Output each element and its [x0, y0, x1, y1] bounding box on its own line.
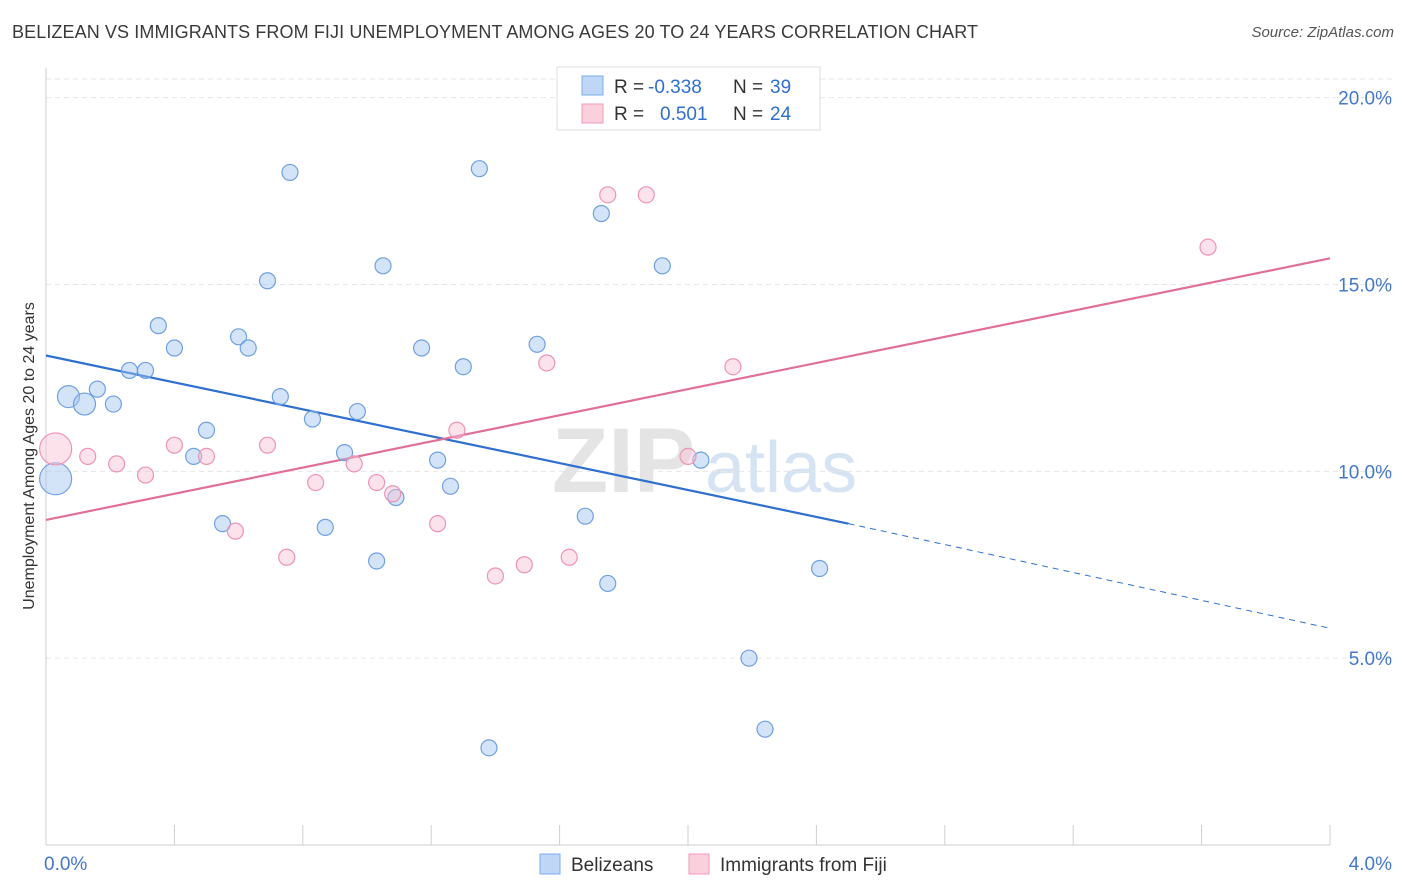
- point-fiji: [197, 447, 216, 465]
- point-belizeans: [441, 477, 460, 495]
- point-belizeans: [412, 339, 431, 357]
- point-belizeans: [258, 272, 277, 290]
- point-belizeans: [120, 361, 139, 380]
- point-fiji: [637, 186, 655, 204]
- series-legend: Belizeans Immigrants from Fiji: [539, 853, 887, 876]
- point-fiji: [429, 515, 447, 533]
- series-legend-swatch-fiji: [688, 853, 710, 875]
- point-belizeans: [692, 451, 710, 469]
- point-fiji: [307, 473, 325, 492]
- point-fiji: [1199, 238, 1217, 256]
- source-label: Source: ZipAtlas.com: [1251, 24, 1394, 41]
- point-belizeans: [454, 358, 472, 376]
- point-belizeans: [528, 335, 546, 353]
- legend-swatch-belizeans: [581, 75, 604, 96]
- point-fiji: [226, 522, 244, 540]
- point-belizeans: [72, 392, 97, 416]
- point-belizeans: [480, 739, 498, 757]
- point-fiji: [136, 466, 155, 484]
- series-legend-swatch-belizeans: [539, 853, 561, 875]
- watermark-zip: ZIP: [552, 410, 695, 512]
- point-belizeans: [281, 163, 299, 182]
- legend-swatch-fiji: [581, 103, 604, 124]
- x-tick-label-max: 4.0%: [1349, 854, 1392, 875]
- point-belizeans: [185, 447, 203, 465]
- point-belizeans: [165, 339, 183, 357]
- point-belizeans: [348, 402, 366, 421]
- point-fiji: [108, 455, 126, 473]
- point-belizeans: [271, 388, 289, 406]
- point-belizeans: [136, 361, 155, 380]
- point-fiji: [368, 473, 386, 492]
- point-belizeans: [740, 649, 758, 667]
- legend-r-label-1: R =: [614, 77, 644, 98]
- point-fiji: [448, 421, 466, 439]
- x-tick-label-min: 0.0%: [44, 854, 87, 875]
- point-belizeans: [756, 720, 774, 738]
- legend-n-label-1: N =: [733, 77, 763, 98]
- point-belizeans: [653, 257, 671, 275]
- point-belizeans: [39, 462, 73, 496]
- series-legend-label-fiji: Immigrants from Fiji: [720, 855, 887, 876]
- trendline-belizeans: [45, 354, 849, 525]
- point-fiji: [258, 436, 277, 454]
- chart-title: BELIZEAN VS IMMIGRANTS FROM FIJI UNEMPLO…: [12, 22, 979, 42]
- point-fiji: [538, 354, 556, 372]
- point-belizeans: [239, 339, 257, 357]
- point-belizeans: [811, 559, 829, 578]
- point-fiji: [515, 556, 533, 574]
- point-fiji: [724, 358, 742, 376]
- point-fiji: [165, 436, 183, 454]
- legend-n-value-1: 39: [770, 77, 791, 98]
- point-belizeans: [316, 518, 334, 536]
- point-fiji: [384, 485, 402, 503]
- legend-r-value-2: 0.501: [660, 104, 708, 125]
- data-points: [39, 160, 1217, 757]
- legend-n-value-2: 24: [770, 104, 792, 125]
- y-axis-label: Unemployment Among Ages 20 to 24 years: [21, 302, 38, 610]
- watermark-atlas: atlas: [705, 428, 857, 508]
- tick-labels: 5.0% 10.0% 15.0% 20.0% 0.0% 4.0%: [44, 89, 1392, 875]
- point-belizeans: [104, 395, 123, 413]
- point-fiji: [486, 567, 504, 585]
- point-belizeans: [303, 410, 322, 428]
- point-belizeans: [470, 160, 488, 178]
- point-fiji: [278, 548, 296, 566]
- point-belizeans: [368, 552, 386, 570]
- trendline-fiji: [45, 257, 1331, 521]
- y-tick-label: 10.0%: [1338, 462, 1392, 483]
- point-belizeans: [149, 317, 167, 335]
- gridlines: [46, 78, 1392, 659]
- point-belizeans: [335, 444, 354, 462]
- point-belizeans: [599, 574, 617, 593]
- point-fiji: [345, 455, 363, 473]
- series-legend-label-belizeans: Belizeans: [571, 855, 653, 876]
- legend-r-value-1: -0.338: [648, 77, 702, 98]
- y-tick-label: 20.0%: [1338, 89, 1392, 110]
- trendlines: [45, 257, 1331, 629]
- point-belizeans: [429, 451, 447, 469]
- y-tick-label: 15.0%: [1338, 276, 1392, 297]
- point-belizeans: [197, 421, 216, 439]
- legend-n-label-2: N =: [733, 104, 763, 125]
- point-fiji: [679, 447, 697, 465]
- point-belizeans: [230, 328, 248, 346]
- trendline-belizeans-extension: [848, 523, 1331, 629]
- point-belizeans: [576, 507, 594, 525]
- point-belizeans: [592, 204, 610, 223]
- point-fiji: [79, 447, 97, 465]
- point-belizeans: [374, 257, 392, 275]
- correlation-legend: R = -0.338 N = 39 R = 0.501 N = 24: [556, 66, 821, 131]
- point-belizeans: [88, 380, 106, 398]
- point-fiji: [39, 432, 73, 466]
- point-fiji: [599, 186, 617, 204]
- point-fiji: [560, 548, 578, 566]
- y-tick-label: 5.0%: [1349, 649, 1392, 670]
- axes: [45, 68, 1331, 846]
- point-belizeans: [213, 515, 232, 533]
- legend-r-label-2: R =: [614, 104, 644, 125]
